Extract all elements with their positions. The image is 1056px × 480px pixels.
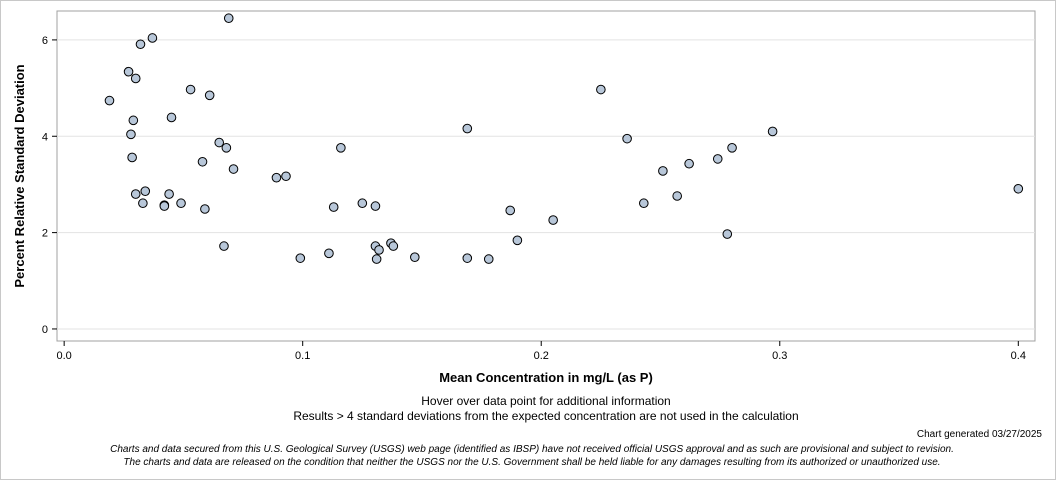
y-axis: 0 2 4 6 (42, 35, 57, 336)
y-tick-label: 4 (42, 131, 48, 143)
data-point[interactable] (324, 248, 334, 259)
data-point[interactable] (462, 123, 473, 134)
data-point[interactable] (138, 198, 148, 209)
data-point[interactable] (126, 129, 136, 140)
data-point[interactable] (658, 166, 668, 176)
disclaimer-line-2: The charts and data are released on the … (123, 457, 941, 468)
data-point[interactable] (176, 198, 186, 209)
data-point[interactable] (712, 154, 723, 164)
x-axis: 0.0 0.1 0.2 0.3 0.4 (57, 341, 1026, 362)
data-point[interactable] (295, 253, 306, 263)
data-point[interactable] (281, 171, 291, 182)
x-tick-label: 0.2 (534, 350, 549, 362)
data-point[interactable] (370, 201, 381, 211)
x-tick-label: 0.1 (295, 350, 310, 362)
data-point[interactable] (672, 191, 682, 201)
data-point[interactable] (374, 245, 384, 255)
data-point[interactable] (639, 198, 649, 209)
y-tick-label: 0 (42, 324, 48, 336)
data-point[interactable] (140, 186, 151, 196)
data-point[interactable] (164, 189, 174, 199)
exclusion-note: Results > 4 standard deviations from the… (293, 409, 799, 423)
data-point[interactable] (223, 13, 234, 24)
y-tick-label: 2 (42, 228, 48, 240)
grid-lines (57, 39, 1035, 330)
data-point[interactable] (388, 241, 399, 251)
hover-note: Hover over data point for additional inf… (421, 394, 671, 408)
data-point[interactable] (123, 66, 134, 77)
x-tick-label: 0.3 (772, 350, 787, 362)
data-point[interactable] (228, 164, 239, 174)
x-tick-label: 0.4 (1011, 350, 1026, 362)
disclaimer-line-1: Charts and data secured from this U.S. G… (110, 444, 954, 455)
data-point[interactable] (159, 201, 170, 211)
data-point[interactable] (328, 202, 339, 212)
data-point[interactable] (221, 143, 232, 153)
data-point[interactable] (135, 39, 146, 50)
data-point[interactable] (130, 73, 141, 84)
data-point[interactable] (371, 254, 382, 264)
data-point[interactable] (410, 252, 420, 262)
x-tick-label: 0.0 (57, 350, 72, 362)
data-point[interactable] (548, 215, 558, 225)
data-point[interactable] (1013, 183, 1024, 194)
data-point[interactable] (596, 84, 606, 95)
data-point[interactable] (336, 143, 346, 153)
data-point[interactable] (512, 235, 523, 246)
data-point[interactable] (727, 143, 737, 153)
data-point[interactable] (214, 137, 225, 148)
data-point[interactable] (128, 115, 139, 126)
data-point[interactable] (197, 156, 208, 167)
y-tick-label: 6 (42, 35, 48, 47)
data-point[interactable] (147, 33, 158, 43)
data-point[interactable] (200, 204, 210, 214)
y-axis-title: Percent Relative Standard Deviation (12, 64, 27, 287)
data-point[interactable] (185, 84, 196, 95)
data-point[interactable] (271, 172, 282, 183)
data-point[interactable] (684, 158, 694, 169)
data-point[interactable] (722, 229, 733, 239)
plot-area (56, 10, 1036, 342)
data-point[interactable] (357, 198, 368, 209)
data-point[interactable] (622, 133, 632, 144)
data-point[interactable] (166, 112, 177, 123)
data-point[interactable] (505, 205, 516, 216)
data-point[interactable] (462, 253, 473, 263)
data-points (104, 13, 1024, 264)
chart-generated-date: Chart generated 03/27/2025 (916, 429, 1042, 440)
data-point[interactable] (104, 95, 115, 106)
data-point[interactable] (483, 254, 494, 264)
data-point[interactable] (130, 189, 141, 199)
x-axis-title: Mean Concentration in mg/L (as P) (439, 370, 653, 385)
data-point[interactable] (219, 241, 229, 251)
data-point[interactable] (127, 152, 137, 163)
data-point[interactable] (767, 126, 778, 137)
data-point[interactable] (204, 90, 215, 101)
